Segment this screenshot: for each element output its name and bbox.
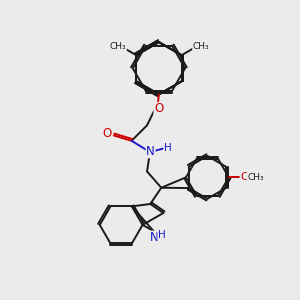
Text: O: O [240,172,249,182]
Text: O: O [103,128,112,140]
Text: N: N [150,231,158,244]
Text: O: O [154,103,163,116]
Text: N: N [146,145,155,158]
Text: CH₃: CH₃ [110,42,126,51]
Text: H: H [158,230,166,240]
Text: CH₃: CH₃ [193,42,209,51]
Text: CH₃: CH₃ [247,172,264,182]
Text: H: H [164,142,172,153]
